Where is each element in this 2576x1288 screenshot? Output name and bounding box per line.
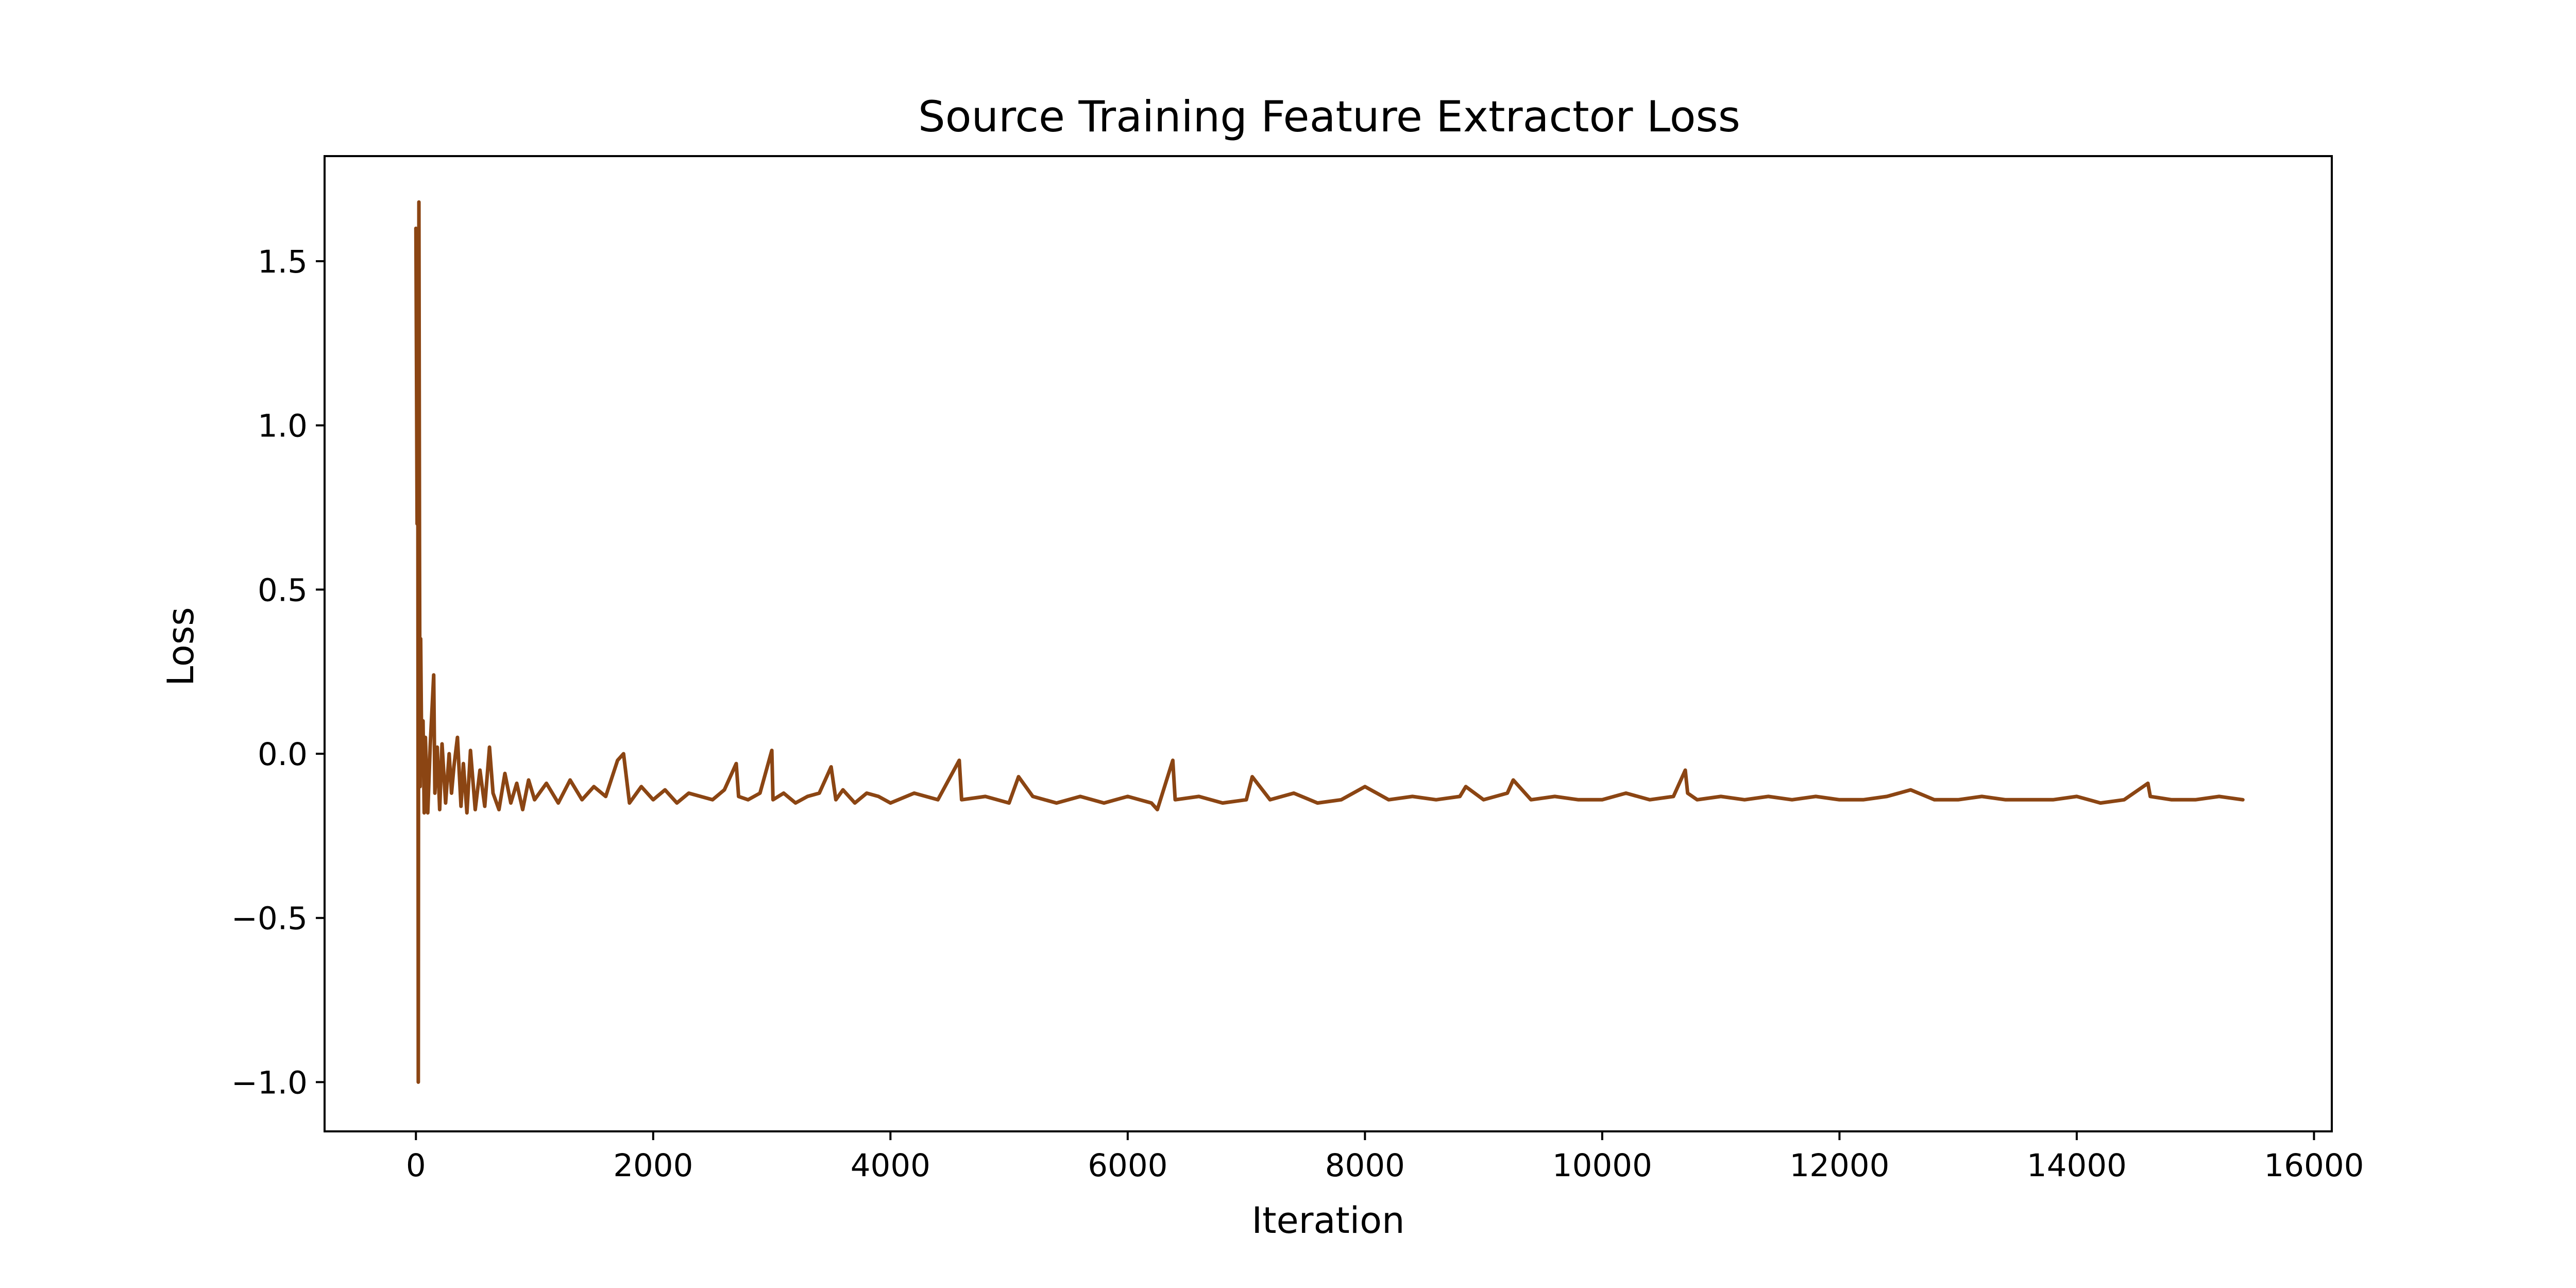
x-tick-label: 2000 [613, 1147, 693, 1184]
plot-frame [324, 155, 2333, 1132]
x-tick-label: 0 [406, 1147, 426, 1184]
x-tick-label: 4000 [851, 1147, 930, 1184]
plot-area [414, 200, 2245, 1084]
y-tick-label: 1.5 [258, 244, 308, 280]
x-tick-label: 12000 [1789, 1147, 1889, 1184]
y-axis: −1.0 −0.5 0.0 0.5 1.0 1.5 [231, 244, 325, 1101]
x-tick-label: 8000 [1325, 1147, 1405, 1184]
loss-series-line [414, 200, 2245, 1084]
x-axis: 0 2000 4000 6000 8000 10000 12000 14000 16000 [406, 1131, 2364, 1184]
y-tick-label: 1.0 [258, 408, 308, 445]
x-tick-label: 14000 [2027, 1147, 2127, 1184]
y-tick-label: −1.0 [231, 1064, 308, 1101]
x-tick-label: 6000 [1088, 1147, 1167, 1184]
chart-title: Source Training Feature Extractor Loss [918, 92, 1740, 142]
y-axis-label: Loss [160, 607, 202, 686]
y-tick-label: −0.5 [231, 901, 308, 937]
y-tick-label: 0.0 [258, 736, 308, 773]
x-tick-label: 10000 [1552, 1147, 1652, 1184]
x-axis-label: Iteration [1252, 1199, 1405, 1242]
y-tick-label: 0.5 [258, 572, 308, 608]
x-tick-label: 16000 [2264, 1147, 2364, 1184]
